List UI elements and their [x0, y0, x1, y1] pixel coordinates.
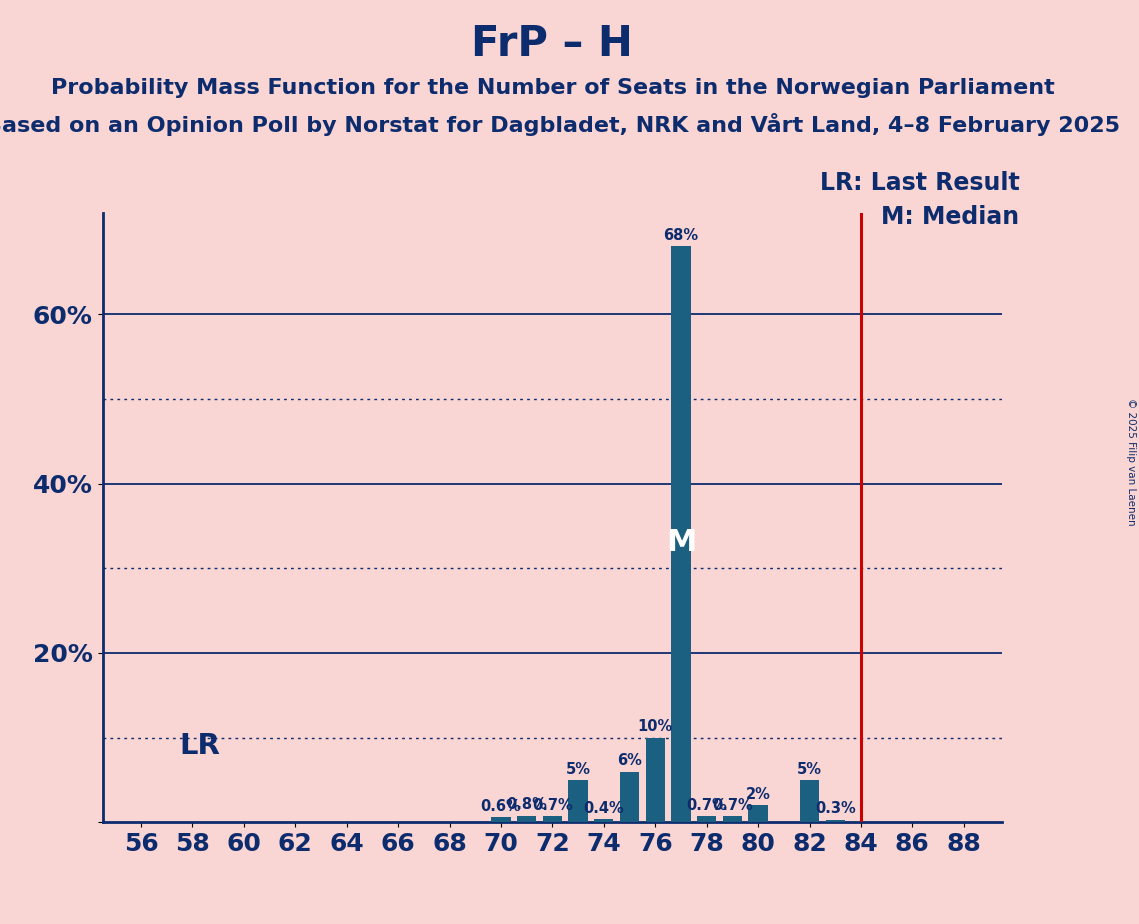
Text: © 2025 Filip van Laenen: © 2025 Filip van Laenen: [1126, 398, 1136, 526]
Text: 5%: 5%: [797, 761, 822, 776]
Bar: [568, 780, 588, 822]
Bar: [491, 818, 510, 822]
Text: 0.3%: 0.3%: [814, 801, 855, 817]
Text: Based on an Opinion Poll by Norstat for Dagbladet, NRK and Vårt Land, 4–8 Februa: Based on an Opinion Poll by Norstat for …: [0, 113, 1120, 136]
Text: 6%: 6%: [617, 753, 642, 768]
Text: 0.7%: 0.7%: [687, 798, 727, 813]
Text: 0.4%: 0.4%: [583, 800, 624, 816]
Bar: [543, 817, 562, 822]
Text: M: Median: M: Median: [882, 205, 1019, 229]
Text: 2%: 2%: [746, 787, 770, 802]
Text: 0.7%: 0.7%: [532, 798, 573, 813]
Text: LR: Last Result: LR: Last Result: [820, 171, 1019, 195]
Bar: [620, 772, 639, 822]
Bar: [671, 247, 690, 822]
Text: 5%: 5%: [566, 761, 591, 776]
Text: M: M: [666, 529, 696, 557]
Text: 0.6%: 0.6%: [481, 799, 522, 814]
Bar: [800, 780, 819, 822]
Text: 0.7%: 0.7%: [712, 798, 753, 813]
Bar: [697, 817, 716, 822]
Text: Probability Mass Function for the Number of Seats in the Norwegian Parliament: Probability Mass Function for the Number…: [50, 78, 1055, 98]
Bar: [748, 806, 768, 822]
Bar: [646, 737, 665, 822]
Text: FrP – H: FrP – H: [472, 23, 633, 65]
Text: 68%: 68%: [663, 228, 698, 243]
Text: 10%: 10%: [638, 719, 673, 735]
Bar: [826, 820, 845, 822]
Bar: [517, 816, 536, 822]
Bar: [723, 817, 741, 822]
Text: LR: LR: [180, 732, 221, 760]
Bar: [595, 819, 614, 822]
Text: 0.8%: 0.8%: [506, 797, 547, 812]
